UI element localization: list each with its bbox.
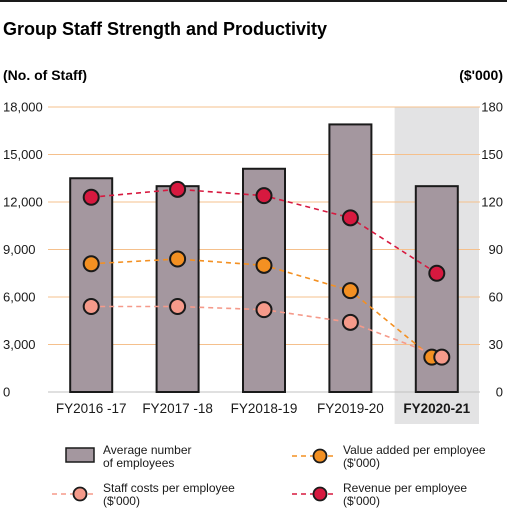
left-tick-label: 15,000 <box>3 147 43 162</box>
data-point <box>82 298 100 315</box>
legend-marker <box>312 486 328 502</box>
right-tick-label: 180 <box>481 100 503 115</box>
category-label: FY2019-20 <box>317 401 384 416</box>
category-label: FY2017 -18 <box>142 401 213 416</box>
data-point <box>341 313 359 331</box>
legend-label: ($'000) <box>103 494 140 508</box>
data-point <box>433 348 451 366</box>
right-tick-label: 150 <box>481 147 503 162</box>
top-rule <box>0 0 507 2</box>
legend-label: Revenue per employee <box>343 481 467 495</box>
category-label: FY2020-21 <box>403 401 470 416</box>
right-tick-label: 120 <box>481 195 503 210</box>
data-point <box>341 282 359 300</box>
category-label: FY2016 -17 <box>56 401 127 416</box>
right-tick-label: 30 <box>489 337 503 352</box>
bar <box>155 185 200 393</box>
right-axis-label: ($'000) <box>459 67 503 83</box>
legend-label: ($'000) <box>343 494 380 508</box>
legend-swatch <box>65 447 95 463</box>
data-point <box>169 250 187 268</box>
data-point <box>341 209 359 227</box>
data-point <box>82 188 100 206</box>
data-point <box>169 298 187 315</box>
right-tick-label: 90 <box>489 242 503 257</box>
left-tick-label: 3,000 <box>3 337 36 352</box>
data-point <box>82 255 100 273</box>
legend-label: Value added per employee <box>343 443 486 457</box>
data-point <box>255 187 273 205</box>
data-point <box>169 180 187 198</box>
left-tick-label: 9,000 <box>3 242 36 257</box>
right-tick-label: 0 <box>496 385 503 400</box>
legend-label: of employees <box>103 456 174 470</box>
bar <box>69 177 114 393</box>
legend-label: ($'000) <box>343 456 380 470</box>
legend-marker <box>72 486 88 502</box>
category-label: FY2018-19 <box>231 401 298 416</box>
left-tick-label: 6,000 <box>3 290 36 305</box>
bar <box>328 123 373 394</box>
legend-label: Average number <box>103 443 192 457</box>
left-axis-label: (No. of Staff) <box>3 67 87 83</box>
left-tick-label: 12,000 <box>3 195 43 210</box>
chart-title: Group Staff Strength and Productivity <box>3 19 327 39</box>
left-tick-label: 0 <box>3 385 10 400</box>
data-point <box>255 256 273 274</box>
right-tick-label: 60 <box>489 290 503 305</box>
bar <box>242 167 286 393</box>
data-point <box>428 264 446 282</box>
left-tick-label: 18,000 <box>3 100 43 115</box>
data-point <box>255 301 273 319</box>
legend-label: Staff costs per employee <box>103 481 235 495</box>
legend-marker <box>312 448 328 464</box>
